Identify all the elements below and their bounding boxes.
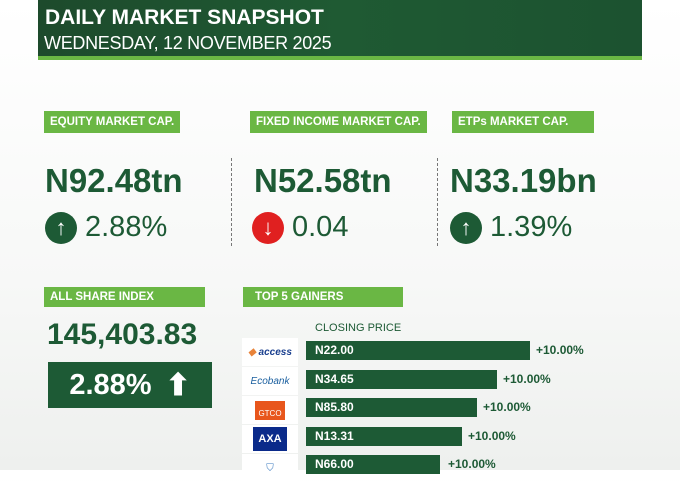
fixed-income-label: FIXED INCOME MARKET CAP.: [250, 111, 427, 133]
equity-value: N92.48tn: [45, 162, 183, 199]
asi-label: ALL SHARE INDEX: [44, 287, 205, 307]
gainer-logo: AXA: [242, 425, 298, 453]
equity-change-value: 2.88%: [85, 211, 168, 243]
gainer-logo: ◆ access: [242, 338, 298, 366]
gainer-logo: ⛉: [242, 454, 298, 482]
etp-value: N33.19bn: [450, 162, 597, 199]
gainer-change: +10.00%: [536, 343, 584, 357]
gainer-bar: N22.00: [306, 341, 530, 360]
gainer-change: +10.00%: [468, 429, 516, 443]
gainer-change: +10.00%: [503, 372, 551, 386]
gainer-logo: Ecobank: [242, 367, 298, 395]
arrow-up-icon: ↑: [45, 211, 77, 244]
fixed-income-change-value: 0.04: [292, 211, 349, 243]
etp-change-value: 1.39%: [490, 211, 573, 243]
fixed-income-change: ↓ 0.04: [252, 211, 348, 244]
gainer-change: +10.00%: [448, 457, 496, 471]
header-banner: [38, 0, 642, 56]
asi-change-value: 2.88%: [69, 368, 152, 401]
asi-change-box: 2.88% ⬆: [48, 362, 212, 408]
equity-label: EQUITY MARKET CAP.: [44, 111, 181, 133]
gainer-logo: GTCO: [242, 396, 298, 424]
gainers-label: TOP 5 GAINERS: [243, 287, 403, 307]
divider: [437, 158, 438, 246]
gainer-bar: N66.00: [306, 455, 440, 474]
asi-value: 145,403.83: [47, 318, 198, 351]
gainer-bar: N13.31: [306, 427, 462, 446]
arrow-up-icon: ⬆: [165, 368, 191, 402]
arrow-up-icon: ↑: [450, 211, 482, 244]
page-date: WEDNESDAY, 12 NOVEMBER 2025: [44, 33, 332, 53]
fixed-income-value: N52.58tn: [254, 162, 392, 199]
page-title: DAILY MARKET SNAPSHOT: [45, 6, 324, 29]
arrow-down-icon: ↓: [252, 211, 284, 244]
etp-change: ↑ 1.39%: [450, 211, 572, 244]
gainer-change: +10.00%: [483, 400, 531, 414]
gainer-bar: N34.65: [306, 370, 497, 389]
divider: [231, 158, 232, 246]
closing-price-header: CLOSING PRICE: [315, 322, 402, 334]
etp-label: ETPs MARKET CAP.: [452, 111, 594, 133]
equity-change: ↑ 2.88%: [45, 211, 167, 244]
header-stripe: [38, 56, 642, 60]
gainer-bar: N85.80: [306, 398, 477, 417]
